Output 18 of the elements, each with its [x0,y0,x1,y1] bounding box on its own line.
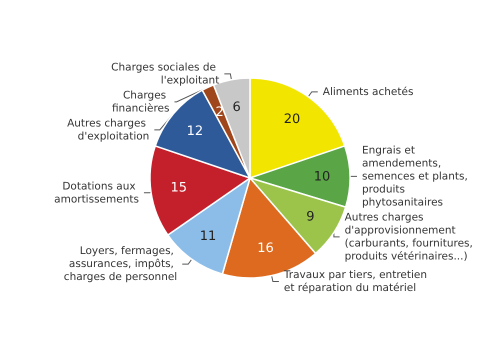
slice-label: Autres charges d'exploitation [67,117,150,142]
data-label: 12 [186,124,204,140]
data-label: 9 [306,210,315,225]
data-label: 15 [170,180,187,196]
data-label: 6 [232,100,241,115]
data-label: 10 [314,169,330,184]
data-label: 16 [257,240,274,256]
slice-label: Travaux par tiers, entretien et réparation du matériel [282,268,430,294]
slice-label: Engrais et amendements, semences et plants, produits phytosanitaires [362,144,472,208]
slice-label: Dotations aux amortissements [54,180,139,206]
data-label: 2 [215,105,224,120]
data-label: 11 [200,229,216,244]
data-label: 20 [284,112,300,127]
slice-label: Charges sociales de l'exploitant [111,61,220,86]
slice-label: Loyers, fermages, assurances, impôts, charges de personnel [64,245,178,284]
slice-label: Autres charges d'approvisionnement (carburants, fournitures, produits vétérinaires...) [344,211,476,262]
slice-label: Aliments achetés [322,86,414,98]
slice-label: Charges financières [112,89,170,114]
